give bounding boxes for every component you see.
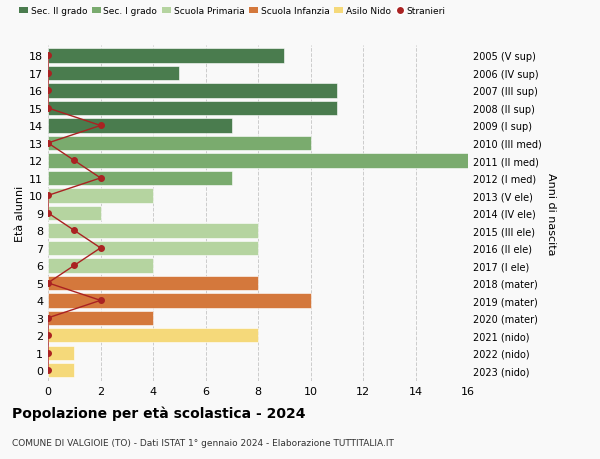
Bar: [48, 311, 153, 325]
Bar: [48, 258, 153, 273]
Bar: [48, 241, 258, 256]
Bar: [48, 206, 101, 221]
Bar: [48, 119, 232, 133]
Bar: [48, 276, 258, 291]
Bar: [48, 49, 284, 63]
Bar: [48, 101, 337, 116]
Bar: [48, 329, 258, 343]
Bar: [48, 171, 232, 186]
Bar: [48, 154, 468, 168]
Bar: [48, 224, 258, 238]
Bar: [48, 67, 179, 81]
Text: Popolazione per età scolastica - 2024: Popolazione per età scolastica - 2024: [12, 405, 305, 420]
Legend: Sec. II grado, Sec. I grado, Scuola Primaria, Scuola Infanzia, Asilo Nido, Stran: Sec. II grado, Sec. I grado, Scuola Prim…: [19, 7, 446, 16]
Bar: [48, 189, 153, 203]
Bar: [48, 294, 311, 308]
Bar: [48, 136, 311, 151]
Y-axis label: Anni di nascita: Anni di nascita: [545, 172, 556, 255]
Text: COMUNE DI VALGIOIE (TO) - Dati ISTAT 1° gennaio 2024 - Elaborazione TUTTITALIA.I: COMUNE DI VALGIOIE (TO) - Dati ISTAT 1° …: [12, 438, 394, 448]
Bar: [48, 364, 74, 378]
Y-axis label: Età alunni: Età alunni: [15, 185, 25, 241]
Bar: [48, 346, 74, 360]
Bar: [48, 84, 337, 98]
